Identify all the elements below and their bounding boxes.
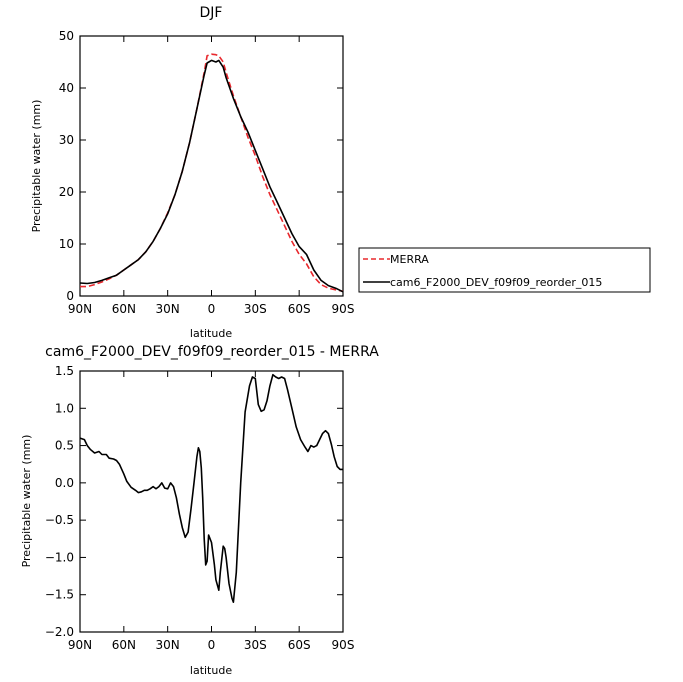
y-tick-label: 1.5 <box>55 364 74 378</box>
top-y-axis-label: Precipitable water (mm) <box>30 100 43 233</box>
x-tick-label: 90S <box>332 638 355 652</box>
difference-series-line <box>79 373 343 604</box>
y-tick-label: 50 <box>59 29 74 43</box>
legend-box <box>358 247 651 293</box>
x-tick-label: 60S <box>288 302 311 316</box>
bottom-x-ticks: 90N 60N 30N 0 30S 60S 90S <box>68 371 355 652</box>
x-tick-label: 60N <box>112 638 136 652</box>
x-tick-label: 0 <box>208 638 216 652</box>
x-tick-label: 30S <box>244 302 267 316</box>
top-plot-frame <box>79 35 344 297</box>
bottom-plot-frame <box>79 370 344 633</box>
bottom-y-axis-label: Precipitable water (mm) <box>20 435 33 568</box>
y-tick-label: −1.5 <box>45 588 74 602</box>
bottom-x-axis-label: latitude <box>190 664 232 677</box>
y-tick-label: −1.0 <box>45 550 74 564</box>
y-tick-label: 1.0 <box>55 401 74 415</box>
top-series-group <box>79 53 344 293</box>
top-chart-title: DJF <box>200 5 223 21</box>
x-tick-label: 30N <box>156 302 180 316</box>
y-tick-label: 0.0 <box>55 476 74 490</box>
x-tick-label: 60S <box>288 638 311 652</box>
top-x-axis-label: latitude <box>190 327 232 340</box>
bottom-panel: cam6_F2000_DEV_f09f09_reorder_015 - MERR… <box>20 344 379 677</box>
y-tick-label: 10 <box>59 237 74 251</box>
legend: MERRA cam6_F2000_DEV_f09f09_reorder_015 <box>358 247 651 293</box>
x-tick-label: 90S <box>332 302 355 316</box>
y-tick-label: 0 <box>66 289 74 303</box>
y-tick-label: 40 <box>59 81 74 95</box>
top-x-ticks: 90N 60N 30N 0 30S 60S 90S <box>68 36 355 316</box>
x-tick-label: 90N <box>68 302 92 316</box>
bottom-series-group <box>79 373 343 604</box>
bottom-chart-title: cam6_F2000_DEV_f09f09_reorder_015 - MERR… <box>45 344 379 360</box>
x-tick-label: 90N <box>68 638 92 652</box>
top-y-ticks: 0 10 20 30 40 50 <box>59 29 343 303</box>
series-line-cam6 <box>79 59 344 293</box>
x-tick-label: 30N <box>156 638 180 652</box>
x-tick-label: 30S <box>244 638 267 652</box>
x-tick-label: 0 <box>208 302 216 316</box>
legend-merra-label: MERRA <box>390 253 429 266</box>
x-tick-label: 60N <box>112 302 136 316</box>
bottom-y-ticks: −2.0 −1.5 −1.0 −0.5 0.0 0.5 1.0 1.5 <box>45 364 343 639</box>
top-panel: DJF 90N 60N 30N 0 30S 60S 90S 0 10 20 30 40 50 lati… <box>30 5 354 340</box>
legend-cam6-label: cam6_F2000_DEV_f09f09_reorder_015 <box>390 276 602 289</box>
y-tick-label: 20 <box>59 185 74 199</box>
y-tick-label: −0.5 <box>45 513 74 527</box>
y-tick-label: 0.5 <box>55 439 74 453</box>
y-tick-label: 30 <box>59 133 74 147</box>
series-line-merra <box>80 53 344 293</box>
y-tick-label: −2.0 <box>45 625 74 639</box>
